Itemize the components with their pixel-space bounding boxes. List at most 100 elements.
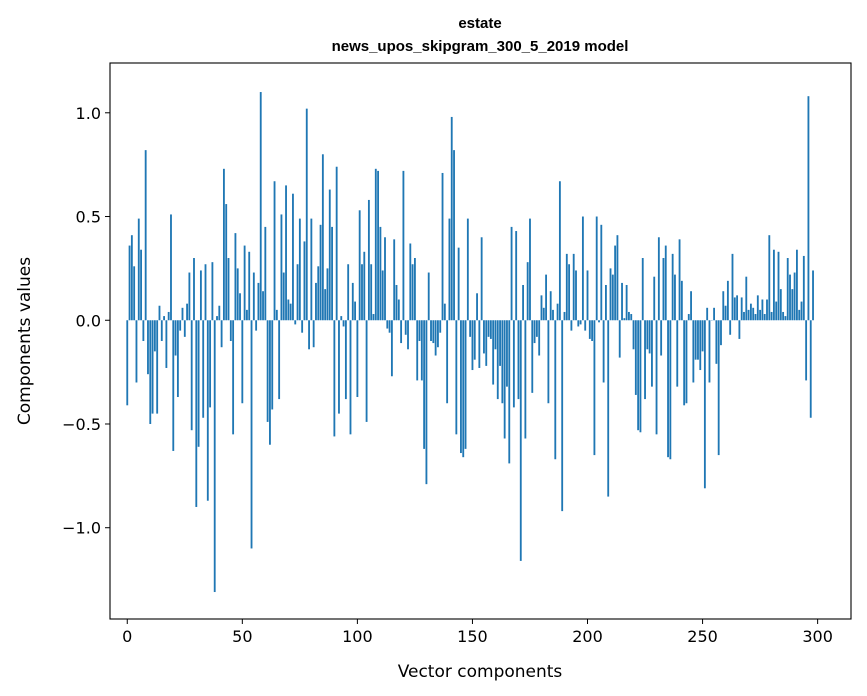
bar [432,320,435,344]
y-axis-label: Components values [15,257,35,425]
bar [644,320,646,400]
bar [367,199,370,321]
bar [147,320,149,375]
bar [646,320,649,350]
bar [621,282,623,321]
bar [174,320,177,356]
bar [344,320,347,400]
bar [358,210,361,321]
bar [664,245,667,321]
bar [144,150,147,321]
bar [370,264,373,321]
bar [517,320,520,400]
bar [183,320,186,337]
bar [623,318,626,321]
bar [158,305,161,321]
bar [278,320,281,400]
bar [485,320,488,366]
bar [197,320,200,447]
bar [448,218,451,321]
bar [188,272,191,321]
bar [690,291,692,321]
bar [634,320,637,395]
bar [324,289,327,321]
bar [181,307,184,321]
bar [294,320,297,325]
bar [234,233,237,321]
bar [151,320,154,414]
bar [510,226,513,321]
bar [496,320,499,400]
bar [176,320,179,398]
bar [190,320,193,431]
bar [791,289,794,321]
bar [588,320,591,339]
bar [694,320,697,360]
y-tick-label: 1.0 [76,104,101,123]
bar [315,282,317,321]
bar [202,320,205,418]
bar [140,249,142,321]
bar [266,320,269,422]
bar [328,189,331,321]
bar [308,320,310,350]
bar [703,320,706,489]
bar [687,314,690,321]
bar [199,270,202,321]
bar [637,320,640,431]
bar [303,241,306,321]
bar [519,320,522,561]
bar [476,293,478,321]
bar [524,320,527,439]
bar [248,251,251,321]
bar [789,274,791,321]
bar [420,320,423,381]
bar [305,108,308,321]
bar [568,264,571,321]
bar [503,320,506,439]
bar [561,320,564,512]
bar [542,307,545,321]
bar [526,262,529,321]
bar [130,235,133,321]
bar [772,249,775,321]
bar [137,218,140,321]
bar [662,258,665,321]
bar [639,320,642,433]
bar [395,284,398,321]
bar [547,320,550,404]
bar [766,299,768,321]
bar [252,272,255,321]
bar [565,253,568,321]
bar [126,320,129,406]
bar [572,253,575,321]
bar [423,320,426,449]
bar [167,311,170,321]
bar [425,320,428,485]
bar [754,314,757,321]
bar [239,293,241,321]
bar [593,320,596,456]
bar [614,245,617,321]
bar [388,320,391,333]
bar [310,218,313,321]
bar [685,320,688,404]
bar [356,320,359,398]
bar [756,295,759,321]
bar [759,309,762,321]
bar [372,314,375,321]
y-tick-label: 0.0 [76,311,101,330]
bar [671,253,674,321]
bar [736,295,739,321]
bar [275,309,278,321]
bar [460,320,462,454]
bar [512,320,515,408]
bar [225,204,228,321]
bar [779,289,782,321]
bar [471,320,474,371]
bar [678,239,681,321]
bar [554,320,557,460]
bar [418,320,421,341]
bar [489,320,492,339]
bar [439,320,442,333]
